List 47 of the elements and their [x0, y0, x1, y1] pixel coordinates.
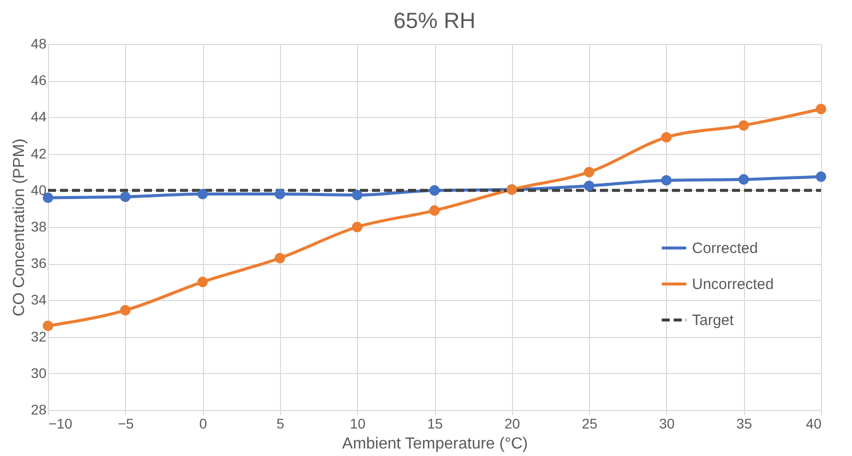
x-tick-label: 25 [582, 416, 598, 432]
x-tick-label: 10 [350, 416, 366, 432]
point [816, 104, 826, 114]
point [584, 166, 594, 178]
point [352, 190, 362, 200]
legend-label: Corrected [692, 240, 758, 257]
y-axis-title: CO Concentration (PPM) [10, 138, 28, 316]
point [661, 132, 672, 143]
point [738, 120, 749, 131]
y-tick-label: 48 [30, 36, 47, 52]
x-axis-title: Ambient Temperature (°C) [342, 436, 528, 452]
x-tick-label: −10 [48, 416, 72, 432]
y-tick-label: 34 [30, 292, 47, 308]
point [274, 252, 286, 264]
y-tick-label: 38 [30, 218, 47, 234]
point [352, 222, 362, 232]
x-tick-label: 35 [736, 416, 752, 432]
chart-title: 65% RH [394, 8, 476, 33]
x-tick-label: 30 [659, 416, 675, 432]
legend-label: Uncorrected [692, 276, 774, 293]
x-tick-label: −5 [118, 416, 134, 432]
y-tick-label: 46 [30, 72, 47, 88]
y-tick-label: 32 [30, 328, 47, 344]
y-tick-label: 42 [30, 145, 47, 162]
point [429, 185, 440, 196]
y-tick-label: 28 [30, 402, 47, 418]
x-tick-label: 40 [806, 416, 822, 432]
point [120, 192, 131, 202]
y-tick-label: 30 [30, 364, 47, 381]
x-tick-label: 15 [427, 416, 443, 432]
point [816, 171, 826, 182]
point [197, 276, 208, 288]
x-tick-label: 0 [199, 416, 208, 432]
point [42, 320, 54, 332]
point [429, 205, 440, 216]
point [584, 180, 594, 192]
legend-label: Target [692, 312, 735, 329]
x-tick-label: 20 [504, 416, 520, 432]
y-tick-label: 40 [30, 182, 47, 198]
point [120, 305, 131, 316]
y-tick-label: 36 [30, 255, 47, 272]
point [274, 188, 286, 200]
point [197, 188, 208, 200]
x-tick-label: 5 [276, 416, 284, 432]
point [661, 175, 672, 186]
y-tick-label: 44 [30, 108, 47, 125]
point [738, 174, 749, 185]
